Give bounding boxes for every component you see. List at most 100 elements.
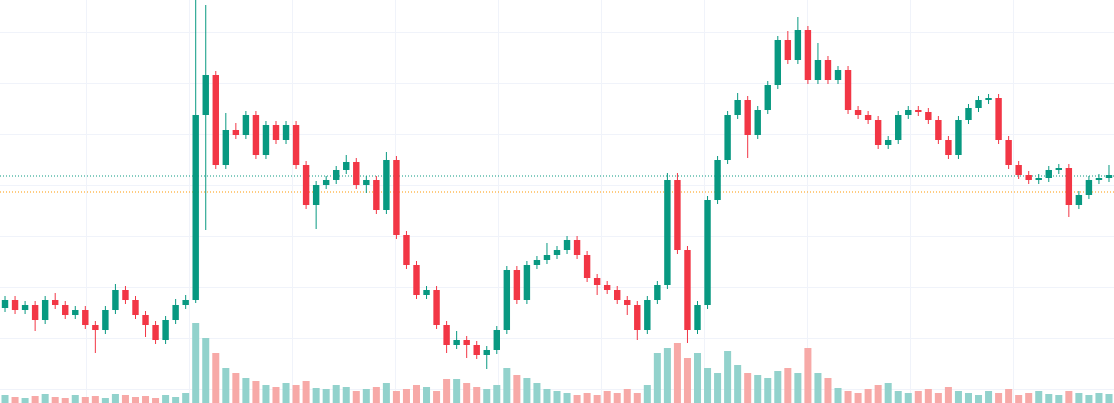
candle-body bbox=[624, 300, 631, 305]
candle-body bbox=[583, 255, 591, 278]
volume-bar bbox=[192, 323, 200, 403]
volume-bar bbox=[774, 371, 782, 403]
volume-bar bbox=[111, 394, 119, 403]
volume-bar bbox=[975, 395, 983, 403]
volume-bar bbox=[322, 389, 330, 403]
volume-bar bbox=[372, 387, 380, 403]
candle-body bbox=[764, 85, 771, 110]
volume-bar bbox=[954, 391, 962, 403]
volume-bar bbox=[423, 387, 431, 403]
volume-bar bbox=[714, 373, 722, 403]
volume-bar bbox=[683, 358, 691, 403]
volume-bar bbox=[212, 353, 220, 403]
candle-body bbox=[102, 310, 109, 330]
volume-bar bbox=[142, 396, 150, 403]
candle-body bbox=[483, 350, 490, 355]
candle-body bbox=[463, 340, 470, 345]
volume-bar bbox=[91, 396, 99, 403]
candle-body bbox=[423, 290, 430, 295]
candle-body bbox=[242, 115, 250, 135]
candle-body bbox=[503, 270, 511, 330]
candle-body bbox=[112, 290, 119, 310]
volume-bar bbox=[603, 391, 611, 403]
volume-bar bbox=[81, 397, 89, 403]
candle-body bbox=[864, 115, 872, 120]
volume-bar bbox=[1055, 395, 1063, 403]
volume-bar bbox=[784, 368, 792, 403]
candle-body bbox=[122, 290, 129, 300]
candle-body bbox=[513, 270, 521, 300]
candle-body bbox=[1015, 165, 1022, 175]
candle-body bbox=[603, 285, 611, 290]
candle-body bbox=[784, 40, 792, 60]
volume-bar bbox=[352, 391, 360, 403]
candle-body bbox=[804, 30, 812, 80]
candle-body bbox=[132, 300, 139, 315]
volume-bar bbox=[864, 389, 872, 403]
candle-body bbox=[403, 235, 410, 265]
candle-body bbox=[182, 300, 189, 305]
volume-bar bbox=[914, 391, 922, 403]
candle-body bbox=[232, 130, 240, 135]
volume-bar bbox=[232, 373, 240, 403]
candle-body bbox=[945, 140, 952, 155]
volume-bar bbox=[1105, 394, 1113, 403]
candle-body bbox=[925, 112, 932, 120]
volume-bar bbox=[282, 383, 290, 403]
volume-bar bbox=[162, 395, 170, 403]
volume-bar bbox=[704, 368, 712, 403]
volume-bar bbox=[362, 389, 370, 403]
candle-body bbox=[664, 180, 671, 285]
volume-bar bbox=[1015, 395, 1023, 403]
candle-body bbox=[82, 310, 89, 325]
candle-body bbox=[694, 305, 701, 330]
volume-bar bbox=[724, 351, 732, 403]
candle-body bbox=[473, 345, 480, 355]
volume-bar bbox=[744, 373, 752, 403]
candle-body bbox=[92, 325, 99, 330]
candle-body bbox=[895, 115, 902, 140]
volume-bar bbox=[633, 393, 641, 403]
candle-body bbox=[363, 180, 370, 185]
candle-body bbox=[21, 305, 29, 310]
candle-body bbox=[1055, 168, 1063, 170]
volume-bar bbox=[854, 393, 862, 403]
volume-bar bbox=[272, 387, 280, 403]
volume-bar bbox=[583, 393, 591, 403]
candle-body bbox=[794, 30, 802, 60]
volume-bar bbox=[673, 343, 681, 403]
volume-bar bbox=[382, 383, 390, 403]
candle-body bbox=[51, 300, 59, 305]
candle-body bbox=[674, 180, 681, 250]
volume-bar bbox=[553, 391, 561, 403]
candle-body bbox=[332, 170, 340, 180]
volume-bar bbox=[433, 391, 441, 403]
candle-body bbox=[493, 330, 500, 350]
candle-body bbox=[834, 70, 842, 80]
candle-body bbox=[533, 260, 541, 265]
volume-bar bbox=[573, 395, 581, 403]
candle-body bbox=[152, 325, 159, 340]
candle-body bbox=[373, 180, 380, 210]
volume-bar bbox=[844, 391, 852, 403]
volume-bar bbox=[402, 389, 410, 403]
volume-bar bbox=[182, 393, 190, 403]
volume-bar bbox=[312, 388, 320, 403]
volume-bar bbox=[834, 388, 842, 403]
candle-body bbox=[172, 305, 179, 320]
candle-body bbox=[272, 125, 280, 140]
candle-body bbox=[553, 250, 561, 255]
volume-bar bbox=[463, 383, 471, 403]
candle-body bbox=[72, 310, 79, 315]
candle-body bbox=[884, 140, 892, 145]
candle-body bbox=[1005, 140, 1012, 165]
volume-bar bbox=[613, 393, 621, 403]
candle-body bbox=[1065, 168, 1073, 205]
candle-body bbox=[11, 300, 19, 310]
volume-bar bbox=[222, 368, 230, 403]
volume-bar bbox=[924, 389, 932, 403]
candle-body bbox=[322, 180, 330, 185]
candle-body bbox=[714, 160, 721, 200]
volume-bar bbox=[262, 385, 270, 403]
